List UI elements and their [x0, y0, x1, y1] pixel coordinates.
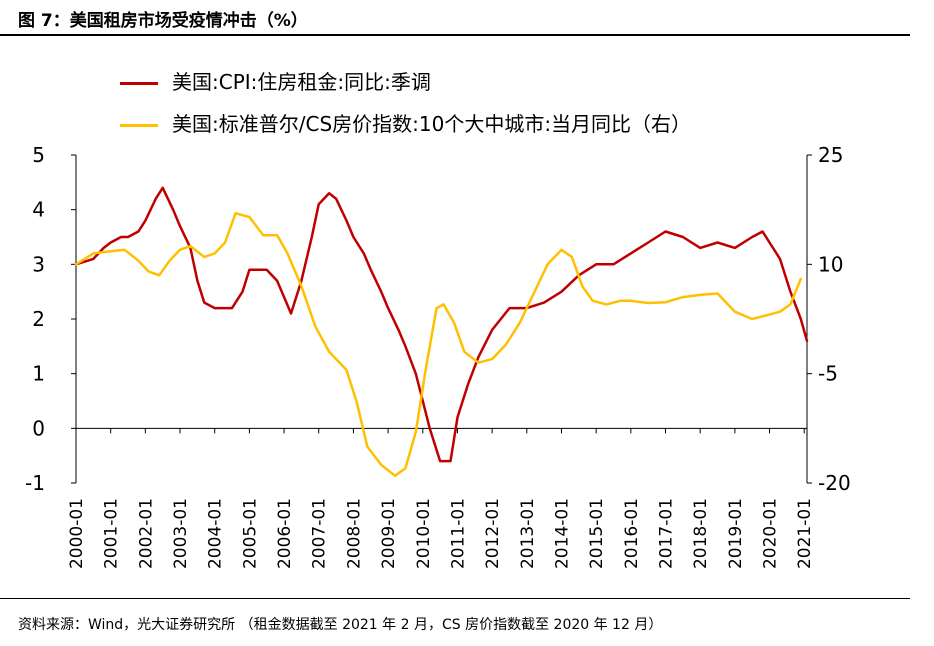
x-tick-label: 2016-01: [622, 498, 642, 569]
y-right-tick-label: 25: [818, 143, 843, 167]
x-tick-label: 2007-01: [310, 498, 330, 569]
legend-item-rent-cpi: 美国:CPI:住房租金:同比:季调: [120, 70, 431, 94]
x-tick-label: 2019-01: [726, 498, 746, 569]
series-line-cs-index: [74, 212, 803, 477]
legend-label-rent-cpi: 美国:CPI:住房租金:同比:季调: [172, 70, 431, 94]
title-divider: [0, 34, 910, 36]
legend-label-cs-index: 美国:标准普尔/CS房价指数:10个大中城市:当月同比（右）: [172, 112, 692, 136]
x-tick-label: 2004-01: [206, 498, 226, 569]
line-chart: -1 0 1 2 3 4 5 -20 -5 10 25 2000-01 2001-01 2002-01 20…: [25, 143, 851, 569]
x-tick-label: 2005-01: [240, 498, 260, 569]
y-right-tick-label: -20: [818, 471, 851, 495]
x-tick-label: 2001-01: [102, 498, 122, 569]
x-tick-label: 2000-01: [67, 498, 87, 569]
y-left-tick-label: 4: [32, 198, 45, 222]
y-left-tick-label: -1: [25, 471, 45, 495]
legend-swatch-cs-index: [120, 124, 158, 127]
series-line-rent-cpi: [74, 186, 809, 463]
x-tick-label: 2011-01: [448, 498, 468, 569]
x-tick-label: 2013-01: [518, 498, 538, 569]
x-tick-label: 2017-01: [657, 498, 677, 569]
source-note: 资料来源：Wind，光大证券研究所 （租金数据截至 2021 年 2 月，CS …: [18, 617, 663, 633]
x-tick-label: 2020-01: [761, 498, 781, 569]
y-left-tick-label: 5: [32, 143, 45, 167]
x-tick-label: 2003-01: [171, 498, 191, 569]
x-tick-label: 2002-01: [136, 498, 156, 569]
x-tick-label: 2008-01: [344, 498, 364, 569]
legend-item-cs-index: 美国:标准普尔/CS房价指数:10个大中城市:当月同比（右）: [120, 112, 691, 136]
y-left-tick-label: 0: [32, 416, 45, 440]
source-divider: [0, 598, 910, 599]
y-right-tick-label: 10: [818, 252, 843, 276]
x-tick-label: 2015-01: [587, 498, 607, 569]
x-tick-label: 2006-01: [275, 498, 295, 569]
x-tick-label: 2009-01: [379, 498, 399, 569]
x-tick-label: 2018-01: [691, 498, 711, 569]
x-tick-label: 2012-01: [483, 498, 503, 569]
y-right-tick-label: -5: [818, 362, 838, 386]
x-tick-label: 2010-01: [414, 498, 434, 569]
y-left-tick-label: 3: [32, 252, 45, 276]
x-tick-label: 2014-01: [552, 498, 572, 569]
chart-title: 图 7：美国租房市场受疫情冲击（%）: [18, 11, 308, 31]
x-tick-label: 2021-01: [795, 498, 815, 569]
y-left-tick-label: 2: [32, 307, 45, 331]
y-left-tick-label: 1: [32, 362, 45, 386]
legend-swatch-rent-cpi: [120, 82, 158, 85]
